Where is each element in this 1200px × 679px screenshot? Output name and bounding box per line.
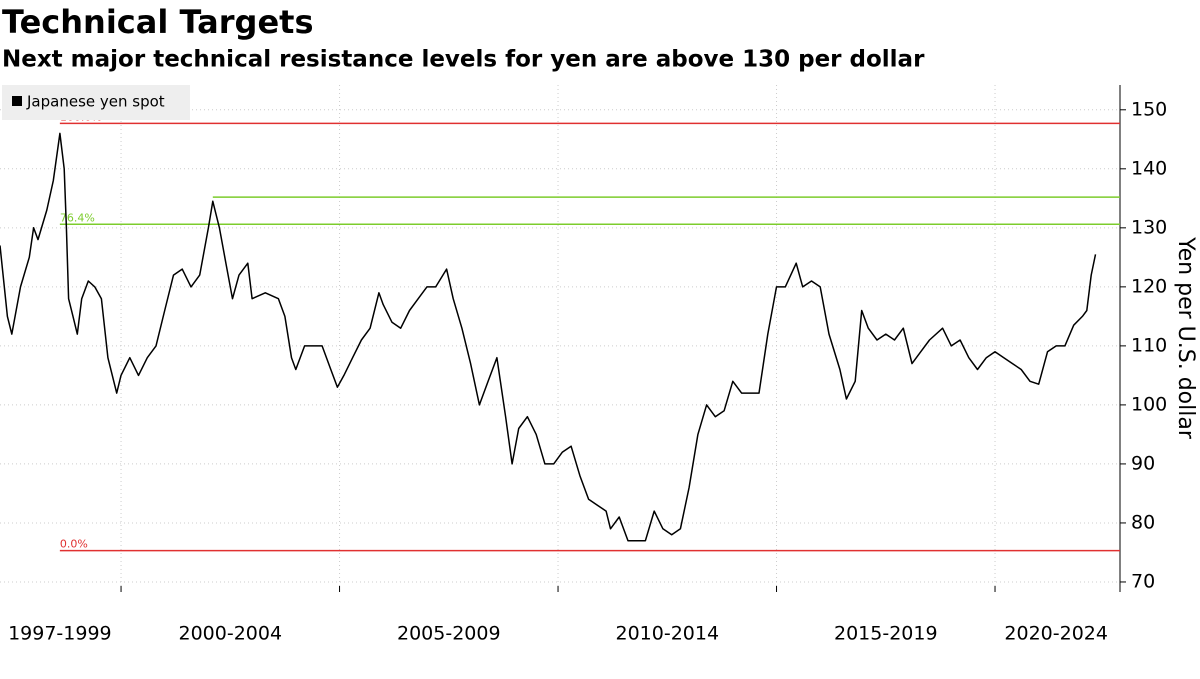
legend-box <box>2 85 190 120</box>
x-tick-label: 1997-1999 <box>8 623 112 645</box>
y-tick-label: 120 <box>1131 275 1167 297</box>
legend-label: Japanese yen spot <box>26 93 165 111</box>
y-tick-label: 130 <box>1131 216 1167 238</box>
y-tick-label: 90 <box>1131 452 1155 474</box>
legend-swatch <box>12 96 22 106</box>
x-tick-label: 2000-2004 <box>179 623 283 645</box>
x-tick-label: 2020-2024 <box>1004 623 1108 645</box>
series-line <box>0 132 1097 542</box>
level-label: 76.4% <box>60 211 95 224</box>
level-label: 0.0% <box>60 538 88 551</box>
x-tick-label: 2015-2019 <box>834 623 938 645</box>
chart-subtitle: Next major technical resistance levels f… <box>2 47 925 73</box>
y-tick-label: 110 <box>1131 334 1167 356</box>
y-tick-label: 70 <box>1131 570 1155 592</box>
y-tick-label: 150 <box>1131 98 1167 120</box>
y-axis-title: Yen per U.S. dollar <box>1173 236 1198 440</box>
y-tick-label: 140 <box>1131 157 1167 179</box>
x-tick-label: 2010-2014 <box>615 623 719 645</box>
y-tick-label: 80 <box>1131 511 1155 533</box>
x-tick-label: 2005-2009 <box>397 623 501 645</box>
chart-title: Technical Targets <box>2 3 313 41</box>
y-tick-label: 100 <box>1131 393 1167 415</box>
